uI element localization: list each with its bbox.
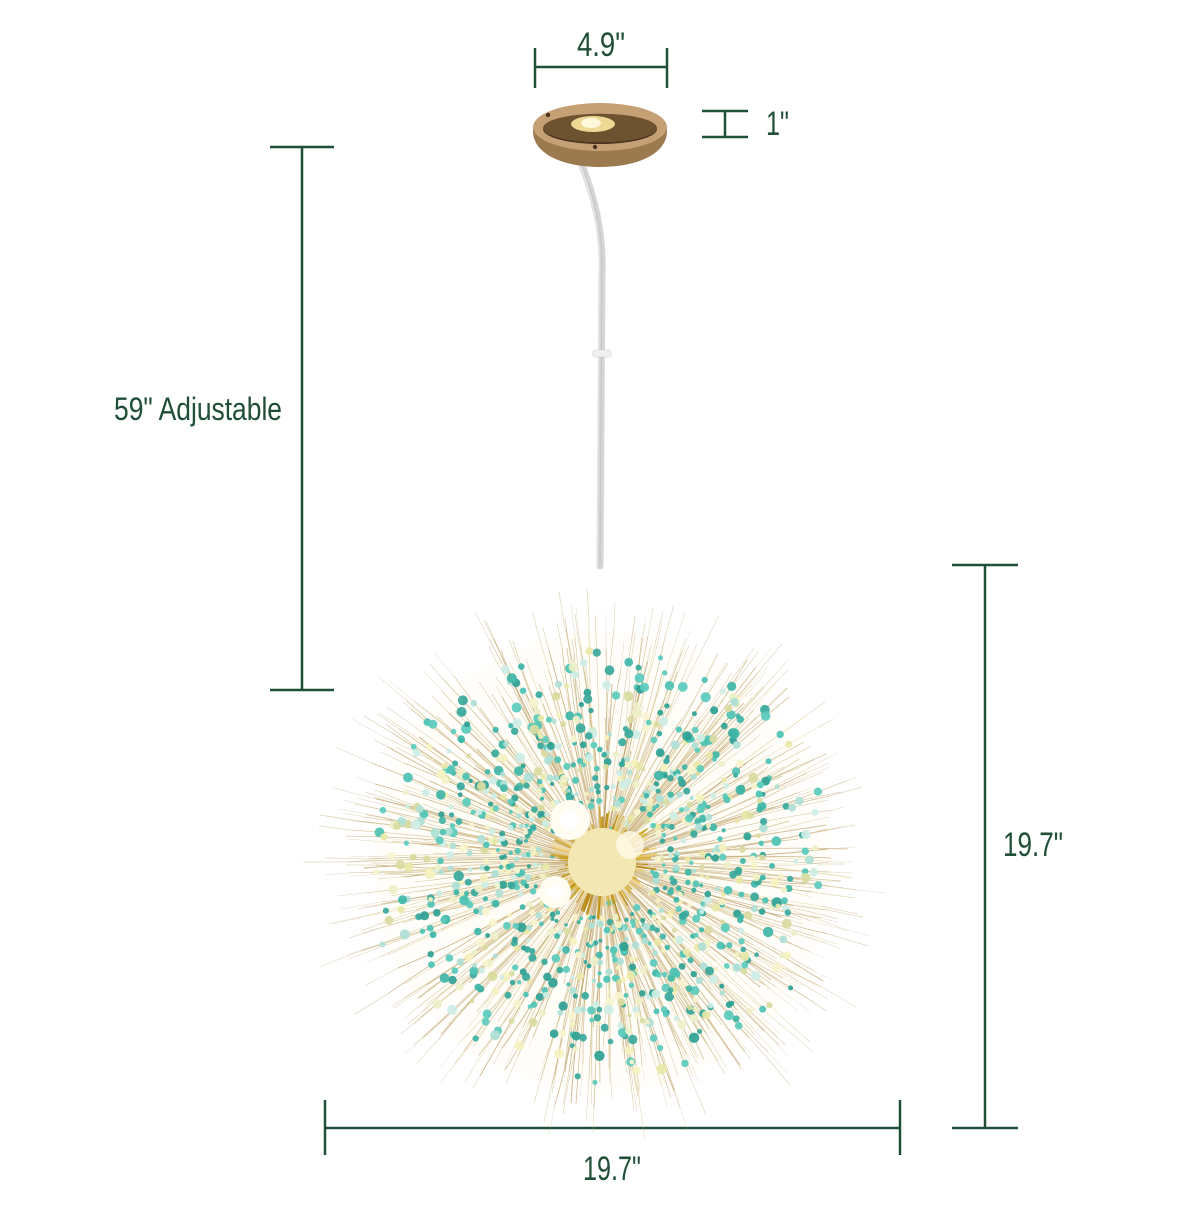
svg-text:4.9": 4.9"	[577, 26, 625, 64]
svg-text:59" Adjustable: 59" Adjustable	[114, 391, 282, 427]
svg-text:19.7": 19.7"	[583, 1150, 641, 1188]
svg-text:19.7": 19.7"	[1003, 826, 1063, 864]
svg-text:1": 1"	[766, 105, 789, 143]
